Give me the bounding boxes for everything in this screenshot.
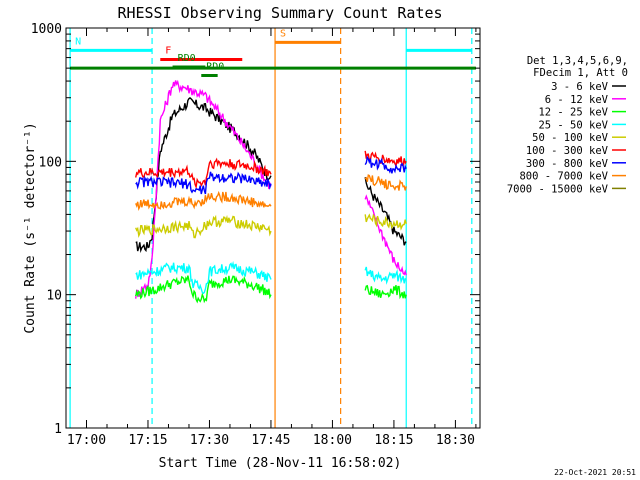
series-line [135, 275, 272, 304]
legend-entry-label: 7000 - 15000 keV [507, 183, 609, 195]
chart-title: RHESSI Observing Summary Count Rates [117, 4, 442, 22]
y-tick-label: 100 [39, 155, 62, 170]
x-axis-label: Start Time (28-Nov-11 16:58:02) [159, 456, 402, 471]
series-line [364, 150, 407, 169]
series-line [135, 214, 272, 239]
flag-label: F [165, 46, 171, 57]
x-tick-label: 17:00 [67, 433, 106, 448]
legend-entry-label: 3 - 6 keV [551, 81, 609, 93]
plot-frame [65, 27, 481, 429]
y-axis-label: Count Rate (s⁻¹ detector⁻¹) [23, 122, 38, 333]
legend-entry-label: 300 - 800 keV [526, 158, 609, 170]
series-line [364, 155, 407, 174]
legend-header: Det 1,3,4,5,6,9, [527, 55, 628, 67]
y-tick-label: 10 [46, 289, 62, 304]
footer-date: 22-Oct-2021 20:51 [554, 468, 636, 477]
series-line [135, 171, 272, 195]
series-line [364, 266, 407, 285]
series-line [364, 174, 407, 191]
legend-entry-label: 50 - 100 keV [532, 132, 609, 144]
series-line [135, 97, 272, 254]
legend-entry-label: 12 - 25 keV [538, 107, 608, 119]
x-tick-label: 18:15 [374, 433, 413, 448]
series-line [364, 177, 407, 246]
legend-entry-label: 25 - 50 keV [538, 119, 608, 131]
legend-entry-label: 800 - 7000 keV [519, 171, 608, 183]
x-tick-label: 17:30 [190, 433, 229, 448]
series-line [364, 194, 407, 276]
series-line [135, 79, 272, 299]
y-tick-label: 1000 [31, 22, 62, 37]
legend-entry-label: 6 - 12 keV [545, 94, 609, 106]
x-tick-label: 18:30 [436, 433, 475, 448]
flag-label: S [280, 28, 286, 39]
x-tick-label: 17:45 [251, 433, 290, 448]
series-line [135, 260, 272, 295]
x-tick-label: 17:15 [128, 433, 167, 448]
flag-label: N [75, 36, 81, 47]
x-tick-label: 18:00 [313, 433, 352, 448]
legend-header: FDecim 1, Att 0 [533, 67, 628, 79]
series-line [364, 213, 407, 231]
series-line [135, 190, 272, 212]
legend-entry-label: 100 - 300 keV [526, 145, 609, 157]
flag-label: RD0 [178, 53, 196, 64]
y-tick-label: 1 [54, 422, 62, 437]
series-line [135, 157, 272, 190]
series-line [364, 284, 407, 300]
